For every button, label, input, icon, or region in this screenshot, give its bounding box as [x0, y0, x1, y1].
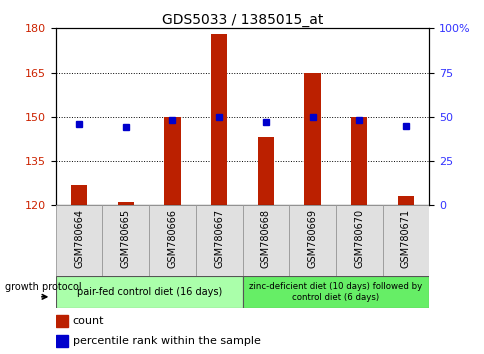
Title: GDS5033 / 1385015_at: GDS5033 / 1385015_at — [162, 13, 322, 27]
Text: percentile rank within the sample: percentile rank within the sample — [73, 336, 260, 346]
Text: GSM780667: GSM780667 — [214, 209, 224, 268]
Text: growth protocol: growth protocol — [5, 282, 81, 292]
Text: GSM780671: GSM780671 — [400, 209, 410, 268]
Bar — [71, 185, 87, 205]
Text: GSM780665: GSM780665 — [121, 209, 131, 268]
Bar — [56, 315, 67, 327]
Bar — [118, 202, 134, 205]
Text: GSM780669: GSM780669 — [307, 209, 317, 268]
Text: GSM780664: GSM780664 — [74, 209, 84, 268]
Text: zinc-deficient diet (10 days) followed by
control diet (6 days): zinc-deficient diet (10 days) followed b… — [249, 282, 422, 302]
Bar — [164, 117, 180, 205]
Bar — [257, 137, 273, 205]
Text: pair-fed control diet (16 days): pair-fed control diet (16 days) — [76, 287, 221, 297]
Bar — [56, 335, 67, 347]
Bar — [350, 117, 366, 205]
Bar — [335, 205, 382, 276]
Bar — [211, 34, 227, 205]
Bar — [288, 205, 335, 276]
Bar — [242, 276, 428, 308]
Bar — [56, 276, 242, 308]
Bar — [149, 205, 196, 276]
Bar — [196, 205, 242, 276]
Text: GSM780666: GSM780666 — [167, 209, 177, 268]
Bar — [397, 196, 413, 205]
Text: GSM780668: GSM780668 — [260, 209, 270, 268]
Text: count: count — [73, 316, 104, 326]
Bar — [102, 205, 149, 276]
Bar — [242, 205, 288, 276]
Bar — [304, 73, 320, 205]
Bar — [382, 205, 428, 276]
Text: GSM780670: GSM780670 — [353, 209, 363, 268]
Bar — [56, 205, 102, 276]
